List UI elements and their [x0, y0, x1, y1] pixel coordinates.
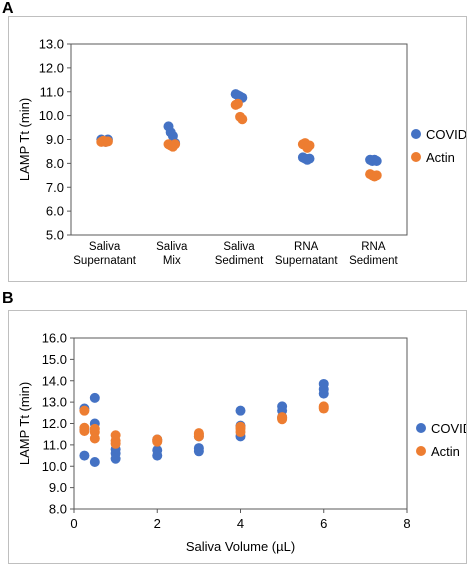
category-label-line: Supernatant	[275, 255, 338, 267]
y-tick-label: 13.0	[42, 395, 67, 410]
y-axis-title: LAMP Tt (min)	[17, 98, 32, 181]
x-tick-label: 8	[403, 516, 410, 531]
category-label-line: RNA	[361, 241, 386, 253]
data-point-actin	[304, 140, 315, 151]
y-tick-label: 8.0	[49, 502, 67, 517]
legend-label-actin: Actin	[426, 150, 455, 165]
data-point-actin	[232, 98, 243, 109]
y-tick-label: 11.0	[40, 84, 64, 99]
category-label: RNA Supernatant	[275, 241, 338, 267]
data-point-covid	[89, 392, 100, 403]
category-label: Saliva Sediment	[215, 241, 264, 267]
data-point-actin	[79, 425, 90, 436]
data-point-covid	[110, 453, 121, 464]
y-tick-label: 9.0	[46, 132, 64, 147]
category-label-line: Sediment	[349, 255, 398, 267]
y-tick-label: 12.0	[39, 60, 64, 75]
x-tick-label: 2	[154, 516, 161, 531]
y-axis-title: LAMP Tt (min)	[17, 382, 32, 465]
data-point-covid	[304, 153, 315, 164]
legend-label-covid: COVID	[426, 127, 466, 142]
legend-marker-actin	[416, 446, 426, 456]
data-point-actin	[110, 438, 121, 449]
legend-marker-actin	[411, 152, 421, 162]
legend-marker-covid	[416, 423, 426, 433]
data-point-actin	[237, 114, 248, 125]
y-tick-label: 14.0	[42, 373, 67, 388]
data-point-actin	[318, 403, 329, 414]
plot-area	[70, 43, 408, 236]
legend-label-actin: Actin	[431, 444, 460, 459]
data-point-actin	[277, 413, 288, 424]
chart-b-frame: 8.0 9.0 10.0 11.0 12.0 13.0 14.0 15.0 16.0 0 2 4 6 8 L…	[8, 310, 467, 564]
category-label: Saliva Mix	[156, 241, 188, 267]
data-point-covid	[371, 155, 382, 166]
category-label-line: Saliva	[156, 241, 188, 253]
x-tick-label: 4	[237, 516, 244, 531]
data-point-actin	[102, 136, 113, 147]
data-point-actin	[193, 431, 204, 442]
y-tick-label: 8.0	[46, 156, 64, 171]
data-point-actin	[371, 170, 382, 181]
data-point-actin	[235, 427, 246, 438]
category-label-line: Sediment	[215, 255, 264, 267]
y-tick-label: 15.0	[42, 352, 67, 367]
x-tick-label: 6	[320, 516, 327, 531]
data-point-actin	[170, 139, 181, 150]
y-tick-label: 16.0	[42, 331, 67, 346]
y-tick-label: 6.0	[46, 204, 64, 219]
panel-label-b: B	[2, 290, 14, 307]
chart-a-frame: 5.0 6.0 7.0 8.0 9.0 10.0 11.0 12.0 13.0 Saliva Sup…	[8, 16, 467, 282]
data-point-covid	[193, 446, 204, 457]
y-tick-label: 10.0	[42, 459, 67, 474]
category-label: Saliva Supernatant	[73, 241, 136, 267]
category-label-line: Saliva	[223, 241, 255, 253]
x-tick-label: 0	[70, 516, 77, 531]
category-label-line: Mix	[163, 255, 181, 267]
data-point-covid	[152, 450, 163, 461]
data-point-actin	[79, 405, 90, 416]
y-tick-label: 7.0	[46, 180, 64, 195]
category-label-line: Supernatant	[73, 255, 136, 267]
x-axis-title: Saliva Volume (µL)	[186, 539, 295, 554]
y-tick-label: 11.0	[43, 437, 67, 452]
y-tick-label: 13.0	[39, 37, 64, 52]
chart-b: 8.0 9.0 10.0 11.0 12.0 13.0 14.0 15.0 16.0 0 2 4 6 8 L…	[17, 331, 466, 555]
data-point-covid	[318, 388, 329, 399]
y-tick-label: 10.0	[39, 108, 64, 123]
data-point-covid	[79, 450, 90, 461]
legend-label-covid: COVID	[431, 421, 466, 436]
chart-a: 5.0 6.0 7.0 8.0 9.0 10.0 11.0 12.0 13.0 Saliva Sup…	[17, 37, 466, 268]
data-point-covid	[235, 405, 246, 416]
category-label-line: RNA	[294, 241, 319, 253]
data-point-actin	[152, 434, 163, 445]
legend-marker-covid	[411, 129, 421, 139]
data-point-covid	[89, 456, 100, 467]
y-tick-label: 9.0	[49, 480, 67, 495]
y-tick-label: 5.0	[46, 228, 64, 243]
category-label: RNA Sediment	[349, 241, 398, 267]
category-label-line: Saliva	[89, 241, 121, 253]
y-tick-label: 12.0	[42, 416, 67, 431]
panel-label-a: A	[2, 0, 14, 17]
data-point-actin	[89, 433, 100, 444]
